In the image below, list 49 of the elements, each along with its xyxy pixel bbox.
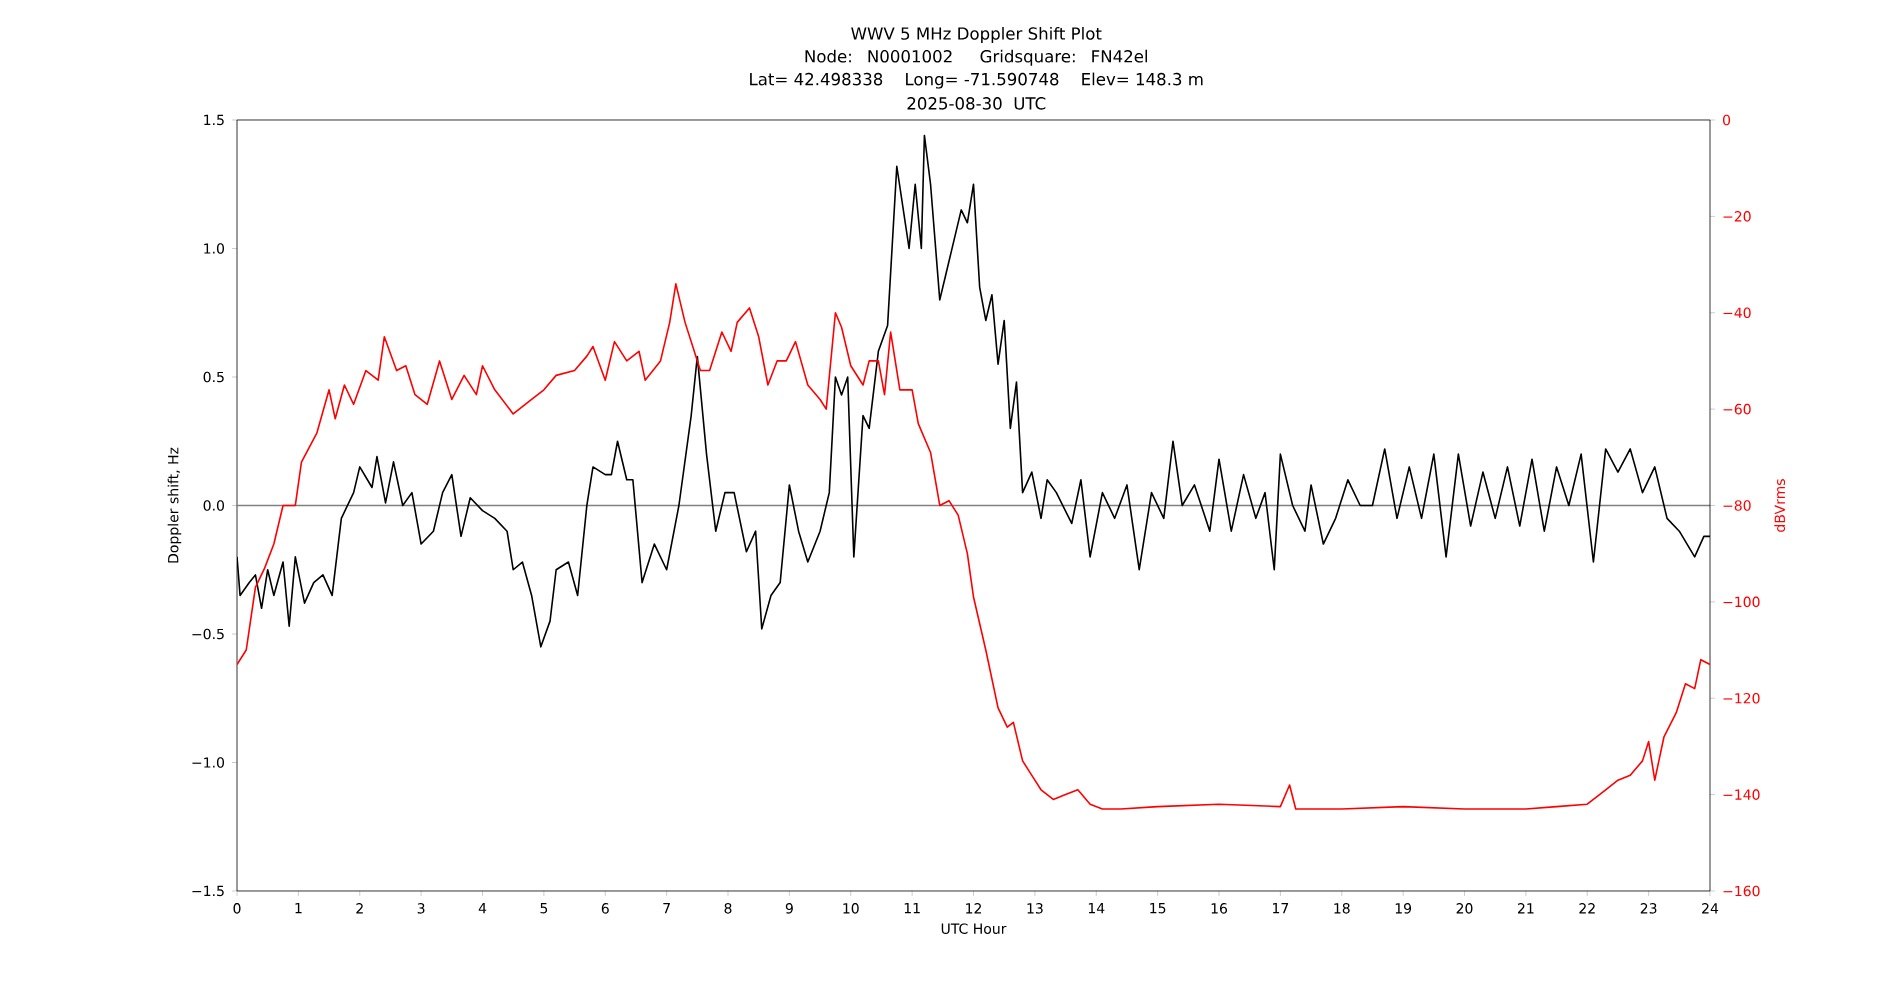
x-tick-label: 15: [1150, 903, 1166, 914]
y-tick-label: 1.0: [204, 243, 224, 254]
y-tick-label: −1.0: [192, 757, 224, 768]
chart-title: WWV 5 MHz Doppler Shift Plot: [851, 26, 1102, 44]
y-tick-label: −1.5: [192, 885, 224, 897]
y2-tick-label: −140: [1723, 789, 1760, 800]
y2-tick-label: −60: [1723, 403, 1751, 415]
x-tick-label: 1: [295, 903, 302, 914]
x-tick-label: 13: [1027, 903, 1043, 914]
y-tick-label: 0.0: [203, 500, 224, 511]
line-series: [237, 283, 1711, 810]
x-tick-label: 14: [1088, 903, 1105, 914]
x-tick-label: 12: [966, 903, 981, 914]
y2-tick-label: 0: [1722, 114, 1731, 126]
y2-tick-label: −100: [1723, 596, 1760, 608]
x-tick-label: 20: [1456, 903, 1473, 914]
x-tick-label: 17: [1273, 903, 1289, 914]
y-tick-label: −0.5: [192, 628, 224, 640]
y2-tick-label: −40: [1723, 307, 1751, 319]
x-tick-label: 18: [1334, 903, 1350, 914]
x-tick-label: 22: [1579, 903, 1595, 914]
x-tick-label: 24: [1702, 903, 1719, 914]
y2-tick-label: −80: [1723, 500, 1751, 511]
x-tick-label: 8: [724, 903, 732, 914]
y2-tick-label: −160: [1723, 885, 1760, 897]
x-axis-title: UTC Hour: [941, 923, 1007, 934]
x-tick-label: 19: [1395, 903, 1412, 914]
y-axis-title: Doppler shift, Hz: [167, 447, 182, 563]
x-tick-label: 21: [1518, 903, 1534, 914]
y-tick-label: 0.5: [203, 371, 224, 383]
x-tick-label: 0: [233, 903, 241, 914]
x-tick-label: 16: [1211, 903, 1228, 914]
x-tick-label: 3: [417, 903, 425, 914]
x-tick-label: 10: [843, 903, 859, 914]
y2-tick-label: −120: [1723, 692, 1760, 704]
x-tick-label: 9: [785, 903, 793, 914]
chart-subtitle: Node: N0001002 Gridsquare: FN42el: [805, 49, 1147, 66]
x-tick-label: 11: [904, 903, 920, 914]
y2-tick-label: −20: [1723, 211, 1751, 222]
text: 2025-08-30 UTC: [907, 97, 1046, 110]
x-tick-label: 4: [478, 903, 487, 914]
y-tick-label: 1.5: [204, 114, 224, 126]
x-tick-label: 5: [540, 903, 548, 914]
x-tick-label: 23: [1640, 903, 1657, 914]
x-tick-label: 6: [601, 903, 609, 914]
y2-axis-title: dBVrms: [1774, 479, 1786, 532]
x-tick-label: 2: [356, 903, 363, 914]
x-tick-label: 7: [663, 903, 670, 914]
text: Lat= 42.498338 Long= -71.590748 Elev= 148.3 m: [750, 72, 1203, 89]
